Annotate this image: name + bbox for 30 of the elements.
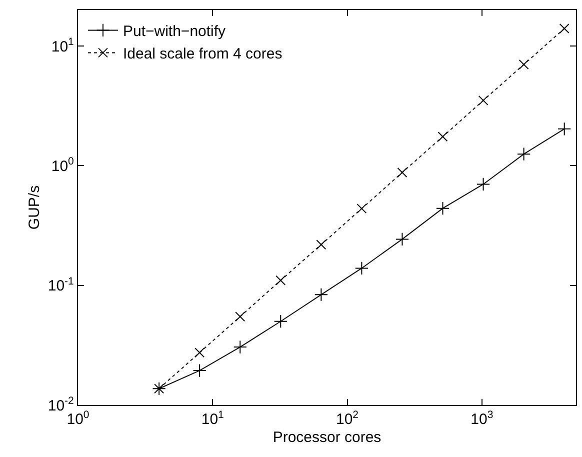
y-axis-title: GUP/s bbox=[26, 185, 44, 230]
point bbox=[276, 275, 286, 286]
point bbox=[518, 59, 529, 70]
point bbox=[233, 340, 247, 354]
point bbox=[558, 122, 572, 136]
point bbox=[354, 261, 368, 276]
point bbox=[316, 240, 326, 250]
point bbox=[274, 314, 288, 328]
point bbox=[235, 312, 246, 322]
point bbox=[559, 24, 570, 34]
point bbox=[517, 147, 531, 161]
point bbox=[194, 348, 205, 358]
point bbox=[395, 232, 410, 246]
point bbox=[397, 168, 408, 178]
x-tick-label: 10$^{3}$ bbox=[470, 408, 494, 428]
y-tick-label: 10$^{1}$ bbox=[51, 36, 74, 56]
point bbox=[436, 202, 450, 216]
legend-label: Put−with−notify bbox=[122, 23, 226, 40]
point bbox=[438, 132, 448, 142]
point bbox=[314, 288, 328, 302]
x-axis-title: Processor cores bbox=[272, 429, 382, 446]
point bbox=[476, 177, 490, 192]
x-tick-label: 10$^{2}$ bbox=[336, 408, 359, 428]
point bbox=[356, 204, 367, 214]
point bbox=[192, 364, 206, 378]
y-tick-label: 10$^{-1}$ bbox=[48, 275, 74, 295]
x-tick-label: 10$^{1}$ bbox=[201, 408, 224, 428]
point bbox=[478, 95, 488, 106]
y-tick-label: 10$^{0}$ bbox=[51, 156, 74, 175]
legend-label: Ideal scale from 4 cores bbox=[122, 46, 282, 63]
